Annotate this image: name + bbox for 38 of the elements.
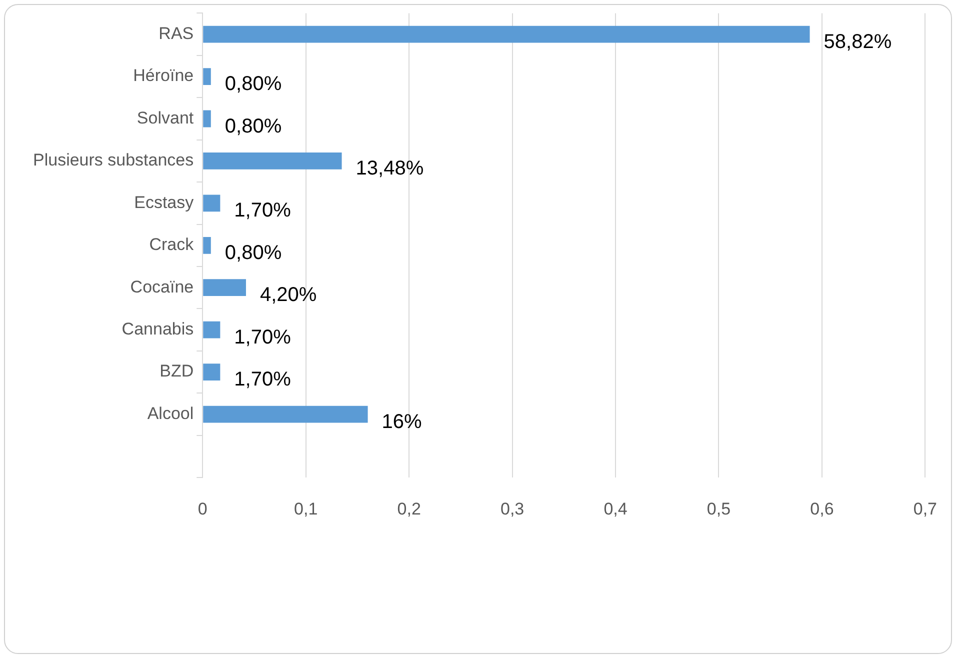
bar xyxy=(203,26,810,43)
data-label: 13,48% xyxy=(356,157,424,180)
y-tick-label: Crack xyxy=(149,235,194,254)
data-label: 1,70% xyxy=(234,200,292,222)
y-tick-label: Alcool xyxy=(147,404,194,423)
y-tick-label: RAS xyxy=(158,24,194,43)
data-label: 0,80% xyxy=(224,115,282,138)
x-tick-label: 0 xyxy=(198,499,208,518)
bar xyxy=(203,406,368,423)
data-label: 16% xyxy=(382,410,422,433)
bar xyxy=(203,236,211,254)
y-tick-label: Cannabis xyxy=(122,320,194,339)
data-label: 1,70% xyxy=(234,326,292,348)
y-tick-label: Cocaïne xyxy=(130,277,194,296)
x-tick-label: 0,2 xyxy=(397,499,421,518)
bar xyxy=(203,364,220,380)
bar xyxy=(203,321,220,338)
data-label: 0,80% xyxy=(224,242,282,264)
y-tick-label: Plusieurs substances xyxy=(32,150,194,170)
y-tick-label: BZD xyxy=(160,362,194,381)
x-tick-label: 0,6 xyxy=(810,499,834,518)
y-tick-label: Solvant xyxy=(136,108,194,128)
bar xyxy=(203,194,220,212)
y-tick-label: Héroïne xyxy=(133,66,194,86)
x-tick-label: 0,7 xyxy=(913,499,938,518)
x-tick-label: 0,5 xyxy=(706,499,731,518)
data-label: 58,82% xyxy=(824,30,892,53)
x-tick-label: 0,1 xyxy=(294,499,318,518)
bar xyxy=(203,68,211,85)
bar xyxy=(203,110,211,128)
y-tick-label: Ecstasy xyxy=(134,192,194,212)
bar xyxy=(203,279,246,296)
data-label: 4,20% xyxy=(260,284,317,306)
x-tick-label: 0,4 xyxy=(604,499,628,518)
data-label: 0,80% xyxy=(224,73,282,96)
x-tick-label: 0,3 xyxy=(500,499,524,518)
bar xyxy=(203,152,342,170)
data-label: 1,70% xyxy=(234,368,292,391)
